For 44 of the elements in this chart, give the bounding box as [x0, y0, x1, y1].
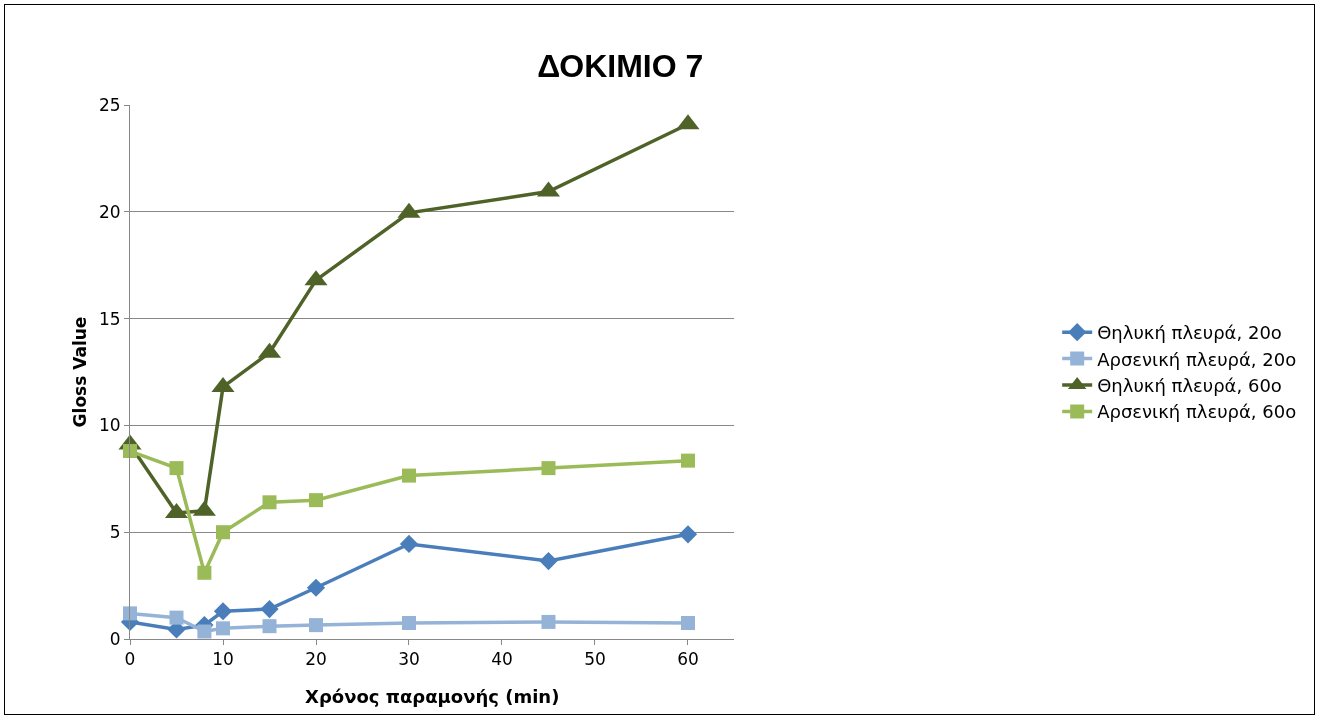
point	[262, 495, 277, 510]
point	[197, 624, 212, 639]
point	[309, 618, 323, 633]
point	[169, 610, 184, 625]
point	[401, 468, 416, 483]
y-tick-label: 20	[98, 201, 121, 222]
chart-title: ΔΟΚΙΜΙΟ 7	[537, 48, 704, 85]
point	[216, 621, 230, 636]
y-tick-label: 10	[98, 415, 121, 436]
legend-label: Θηλυκή πλευρά, 60ο	[1097, 375, 1282, 397]
point	[216, 525, 230, 540]
legend-label: Αρσενική πλευρά, 60ο	[1097, 401, 1297, 423]
x-tick-label: 0	[124, 649, 136, 670]
legend-label: Θηλυκή πλευρά, 20ο	[1097, 322, 1282, 344]
point	[262, 619, 277, 634]
x-tick-label: 10	[212, 649, 234, 670]
point	[401, 615, 416, 630]
point	[680, 615, 695, 630]
point	[169, 461, 184, 476]
y-tick-label: 5	[109, 522, 121, 543]
point	[197, 565, 212, 580]
x-axis-title: Χρόνος παραμονής (min)	[305, 686, 560, 707]
x-tick-label: 60	[677, 649, 699, 670]
legend-label: Αρσενική πλευρά, 20ο	[1097, 348, 1297, 370]
y-tick-label: 0	[109, 628, 121, 649]
x-tick-label: 20	[305, 649, 327, 670]
x-tick-label: 50	[584, 649, 606, 670]
y-tick-label: 25	[98, 94, 121, 115]
point	[213, 602, 233, 621]
point	[678, 525, 698, 544]
point	[541, 461, 556, 476]
x-tick-label: 40	[491, 649, 513, 670]
point	[541, 614, 556, 629]
point	[123, 444, 137, 459]
point	[260, 600, 279, 619]
point	[680, 453, 695, 468]
point	[539, 551, 558, 571]
point	[399, 534, 419, 554]
y-tick-label: 15	[98, 308, 121, 329]
x-tick-label: 30	[398, 649, 420, 670]
point	[123, 606, 137, 621]
point	[306, 578, 326, 597]
y-axis-title: Gloss Value	[70, 316, 90, 428]
point	[309, 493, 323, 508]
